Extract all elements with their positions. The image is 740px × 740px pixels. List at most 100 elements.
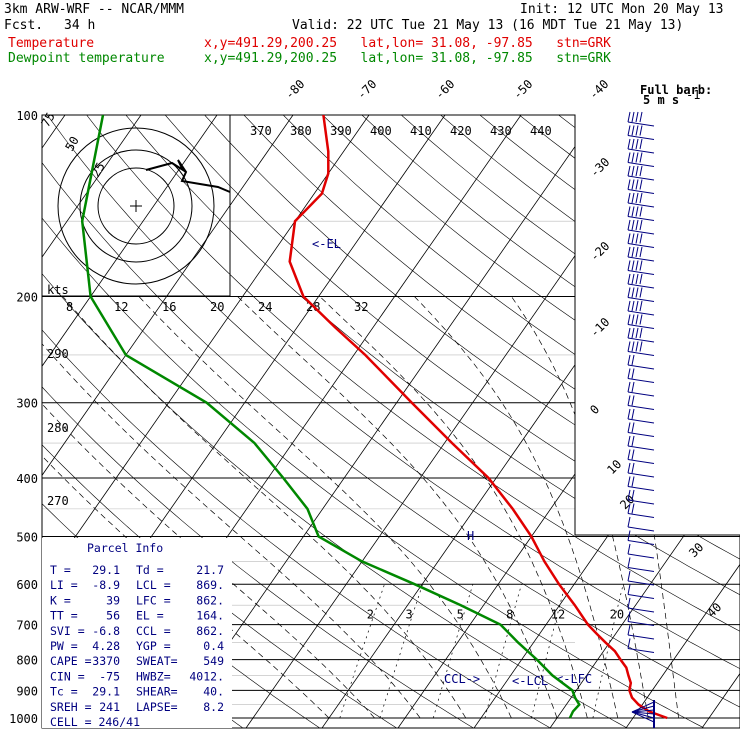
hodo-speed-label-20: 20	[210, 300, 224, 314]
isotherm-label-40: 40	[704, 600, 724, 620]
barb-staff	[627, 162, 655, 167]
mixing-ratio-3	[379, 584, 423, 719]
barb-flag	[635, 300, 639, 312]
parcel-label-left: T =	[50, 563, 71, 577]
barb-flag	[627, 260, 631, 271]
barb-flag	[631, 233, 635, 244]
isotherm-30	[623, 115, 740, 728]
wind-barb	[627, 435, 655, 451]
barb-flag	[627, 638, 631, 649]
barb-flag	[631, 287, 635, 298]
barb-flag	[635, 219, 639, 231]
barb-flag	[639, 327, 643, 339]
parcel-label-right: LAPSE=	[136, 700, 178, 714]
barb-staff	[627, 499, 655, 505]
wind-barb	[627, 165, 655, 181]
parcel-label-left: SVI =	[50, 624, 85, 638]
isotherm--70	[42, 115, 294, 728]
wind-barb	[627, 624, 655, 640]
pressure-tick-1000: 1000	[9, 712, 38, 726]
barb-staff	[627, 202, 655, 208]
barb-flag	[627, 354, 631, 366]
mixing-ratio-label-12: 12	[551, 608, 565, 622]
barb-flag	[627, 152, 631, 163]
isotherm-40	[699, 115, 740, 728]
init-time: Init: 12 UTC Mon 20 May 13	[520, 2, 724, 17]
moist-adiabat-36	[596, 296, 679, 719]
wind-barb	[627, 273, 655, 289]
barb-flag	[631, 165, 635, 177]
barb-flag	[627, 530, 631, 541]
barb-flag	[635, 192, 639, 204]
sounding-profiles	[80, 115, 668, 720]
barb-flag	[631, 138, 635, 150]
moist-adiabat--4	[42, 296, 375, 719]
barb-flag	[627, 179, 631, 190]
barb-staff	[627, 513, 655, 518]
dry-adiabat-350	[125, 115, 740, 728]
theta-label-380: 380	[290, 124, 312, 138]
wind-barb	[627, 395, 655, 410]
barb-flag	[627, 422, 631, 433]
barb-legend-title: Full barb:	[640, 83, 712, 97]
wind-barb	[627, 246, 655, 262]
barb-staff	[627, 189, 655, 194]
wind-barb	[627, 300, 655, 316]
barb-flag	[631, 152, 635, 163]
isotherm-label--30: -30	[587, 155, 612, 180]
hodo-speed-label-12: 12	[114, 300, 128, 314]
wind-barb	[627, 125, 655, 140]
hodo-ring-label-50: 50	[62, 134, 81, 154]
parcel-value-right: 164.	[196, 609, 224, 623]
parcel-label-left: CIN =	[50, 669, 85, 683]
barb-low-fan	[631, 711, 655, 723]
hodo-ring-25	[97, 167, 175, 245]
dry-adiabat-420	[401, 115, 740, 728]
wind-barb	[627, 341, 655, 356]
hodo-unit: kts	[47, 283, 69, 297]
barb-flag	[631, 327, 635, 339]
moist-adiabat-24	[319, 296, 588, 719]
theta-label-440: 440	[530, 124, 552, 138]
pressure-tick-700: 700	[16, 619, 38, 633]
theta-left-label-290: 290	[47, 347, 69, 361]
barb-flag	[627, 462, 631, 474]
temperature-location: x,y=491.29,200.25 lat,lon= 31.08, -97.85…	[204, 36, 611, 51]
barb-staff	[627, 472, 655, 478]
theta-label-420: 420	[450, 124, 472, 138]
parcel-value-right: 869.	[196, 578, 224, 592]
wind-barb	[627, 476, 655, 491]
barb-staff	[627, 229, 655, 235]
parcel-value-left: 29.1	[92, 563, 120, 577]
barb-low-fan	[631, 711, 655, 715]
barb-low-fan	[631, 711, 655, 719]
barb-flag	[627, 435, 631, 447]
mixing-ratio-20	[592, 584, 624, 719]
hodo-speed-label-32: 32	[354, 300, 368, 314]
parcel-value-right: 40.	[203, 685, 224, 699]
parcel-value-left: -75	[99, 669, 120, 683]
moist-adiabat-8	[62, 296, 467, 719]
parcel-value-left: 4.28	[92, 639, 120, 653]
barb-flag	[631, 395, 635, 406]
barb-flag	[627, 395, 631, 406]
barb-flag	[627, 489, 631, 501]
parcel-label-left: SREH =	[50, 700, 92, 714]
barb-flag	[627, 233, 631, 244]
valid-time: Valid: 22 UTC Tue 21 May 13 (16 MDT Tue …	[292, 18, 684, 33]
dry-adiabat-440	[479, 115, 740, 728]
mixing-ratio-label-2: 2	[367, 608, 374, 622]
barb-staff	[627, 378, 655, 383]
barb-flag	[631, 503, 635, 514]
barb-flag	[631, 381, 635, 393]
barb-flag	[639, 152, 643, 163]
parcel-label-left: Tc =	[50, 685, 78, 699]
parcel-value-right: 862.	[196, 624, 224, 638]
barb-flag	[631, 435, 635, 447]
dry-adiabat-380	[243, 115, 740, 728]
parcel-label-right: LCL =	[136, 578, 171, 592]
barb-flag	[631, 300, 635, 312]
dry-adiabat-490	[676, 115, 740, 728]
mixing-ratio-5	[432, 584, 474, 719]
barb-staff	[627, 351, 655, 356]
